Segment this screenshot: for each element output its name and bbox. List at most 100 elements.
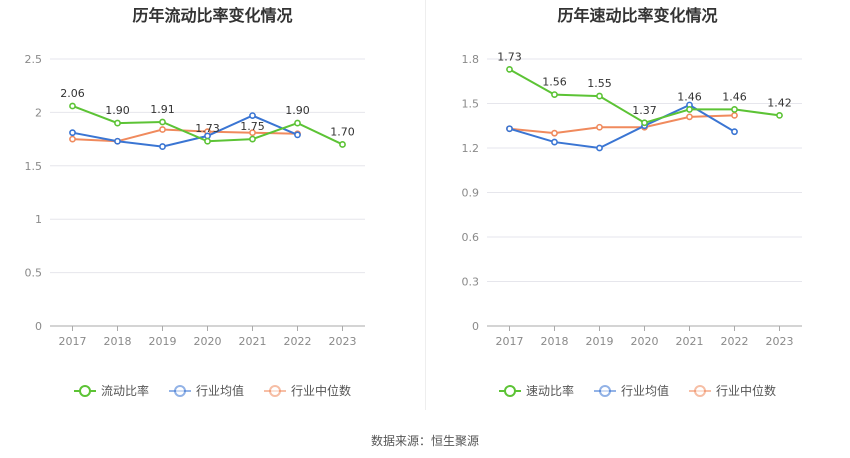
legend-item-main[interactable]: 流动比率 xyxy=(73,382,149,399)
data-source: 数据来源：恒生聚源 xyxy=(370,434,479,448)
data-label: 1.90 xyxy=(105,104,130,117)
data-point-main xyxy=(506,65,513,73)
data-point-main xyxy=(249,135,256,143)
data-label: 1.46 xyxy=(677,90,702,103)
panel-divider xyxy=(425,0,426,410)
x-tick-label: 2019 xyxy=(149,335,177,348)
y-tick-label: 0.9 xyxy=(462,187,480,200)
x-tick-label: 2023 xyxy=(329,335,357,348)
data-point-main xyxy=(69,102,76,110)
legend-line-icon xyxy=(689,384,711,397)
data-label: 1.42 xyxy=(767,96,792,109)
x-tick-label: 2017 xyxy=(496,335,524,348)
y-tick-label: 2 xyxy=(35,106,42,119)
data-point-median xyxy=(69,135,76,143)
data-point-main xyxy=(776,111,783,119)
legend-label: 行业中位数 xyxy=(291,384,352,398)
data-point-main xyxy=(159,118,166,126)
legend-label: 流动比率 xyxy=(100,384,149,398)
x-tick-label: 2020 xyxy=(194,335,222,348)
y-tick-label: 1.2 xyxy=(462,142,480,155)
series-line-avg xyxy=(72,114,298,148)
x-tick-label: 2019 xyxy=(586,335,614,348)
data-label: 1.73 xyxy=(195,122,220,135)
legend-item-avg[interactable]: 行业均值 xyxy=(593,382,669,399)
data-label: 1.55 xyxy=(587,77,612,90)
data-point-avg xyxy=(69,129,76,137)
legend: 流动比率 行业均值 行业中位数 xyxy=(0,382,425,399)
data-point-avg xyxy=(551,138,558,146)
data-label: 2.06 xyxy=(60,87,85,100)
data-label: 1.70 xyxy=(330,125,355,138)
data-label: 1.90 xyxy=(285,104,310,117)
data-point-median xyxy=(596,123,603,131)
legend-line-icon xyxy=(264,384,286,397)
y-tick-label: 1.5 xyxy=(25,160,43,173)
chart-title: 历年速动比率变化情况 xyxy=(557,6,718,25)
y-tick-label: 0.6 xyxy=(462,231,480,244)
data-point-main xyxy=(596,92,603,100)
data-point-main xyxy=(114,119,121,127)
data-point-main xyxy=(204,137,211,145)
y-tick-label: 0.3 xyxy=(462,276,480,289)
data-point-avg xyxy=(159,143,166,150)
x-tick-label: 2020 xyxy=(631,335,659,348)
data-point-avg xyxy=(249,112,256,120)
data-point-main xyxy=(686,106,693,113)
legend-label: 行业均值 xyxy=(620,384,669,398)
legend: 速动比率 行业均值 行业中位数 xyxy=(425,382,850,399)
x-tick-label: 2018 xyxy=(541,335,569,348)
x-tick-label: 2023 xyxy=(766,335,794,348)
y-tick-label: 1.8 xyxy=(462,53,480,66)
legend-label: 行业中位数 xyxy=(716,384,777,398)
legend-line-icon xyxy=(498,384,521,397)
x-tick-label: 2017 xyxy=(59,335,87,348)
data-label: 1.46 xyxy=(722,90,747,103)
legend-item-median[interactable]: 行业中位数 xyxy=(264,382,351,399)
y-tick-label: 1 xyxy=(35,213,42,226)
data-point-avg xyxy=(114,137,121,145)
data-point-main xyxy=(339,141,346,148)
x-tick-label: 2021 xyxy=(239,335,267,348)
current-ratio-chart: 历年流动比率变化情况 0 0.5 1 1.5 2 2.5 2017 2018 2019 2020 2… xyxy=(0,0,425,420)
legend-line-icon xyxy=(168,384,191,397)
data-label: 1.37 xyxy=(632,104,657,117)
data-point-median xyxy=(731,111,738,119)
y-tick-label: 0.5 xyxy=(25,267,43,280)
x-tick-label: 2018 xyxy=(104,335,132,348)
chart-title: 历年流动比率变化情况 xyxy=(132,6,293,25)
data-point-avg xyxy=(731,128,738,136)
quick-ratio-plot: 0 0.3 0.6 0.9 1.2 1.5 1.8 2017 2018 2019 2020 2021 2… xyxy=(462,50,802,348)
data-point-main xyxy=(551,91,558,98)
current-ratio-plot: 0 0.5 1 1.5 2 2.5 2017 2018 2019 2020 2021 2022 2023… xyxy=(25,53,365,348)
data-point-avg xyxy=(294,131,301,139)
y-tick-label: 0 xyxy=(472,320,479,333)
data-label: 1.75 xyxy=(240,120,265,133)
data-label: 1.91 xyxy=(150,103,175,116)
series-line-median xyxy=(509,114,735,135)
legend-item-main[interactable]: 速动比率 xyxy=(498,382,574,399)
x-tick-label: 2022 xyxy=(721,335,749,348)
data-point-median xyxy=(249,129,256,137)
data-point-main xyxy=(294,119,301,127)
legend-item-avg[interactable]: 行业均值 xyxy=(168,382,244,399)
data-point-median xyxy=(551,129,558,137)
y-tick-label: 0 xyxy=(35,320,42,333)
data-point-main xyxy=(641,119,648,127)
legend-label: 速动比率 xyxy=(525,384,574,398)
data-label: 1.73 xyxy=(497,50,522,63)
x-tick-label: 2021 xyxy=(676,335,704,348)
data-point-median xyxy=(159,126,166,133)
quick-ratio-chart: 历年速动比率变化情况 0 0.3 0.6 0.9 1.2 1.5 1.8 2017 2018 20… xyxy=(425,0,850,420)
legend-item-median[interactable]: 行业中位数 xyxy=(689,382,776,399)
data-point-avg xyxy=(596,144,603,152)
legend-line-icon xyxy=(593,384,616,397)
data-point-avg xyxy=(506,125,513,133)
x-tick-label: 2022 xyxy=(284,335,312,348)
y-tick-label: 1.5 xyxy=(462,98,480,111)
data-point-median xyxy=(686,113,693,121)
legend-label: 行业均值 xyxy=(195,384,244,398)
data-label: 1.56 xyxy=(542,76,567,89)
data-point-main xyxy=(731,106,738,113)
legend-line-icon xyxy=(73,384,96,397)
